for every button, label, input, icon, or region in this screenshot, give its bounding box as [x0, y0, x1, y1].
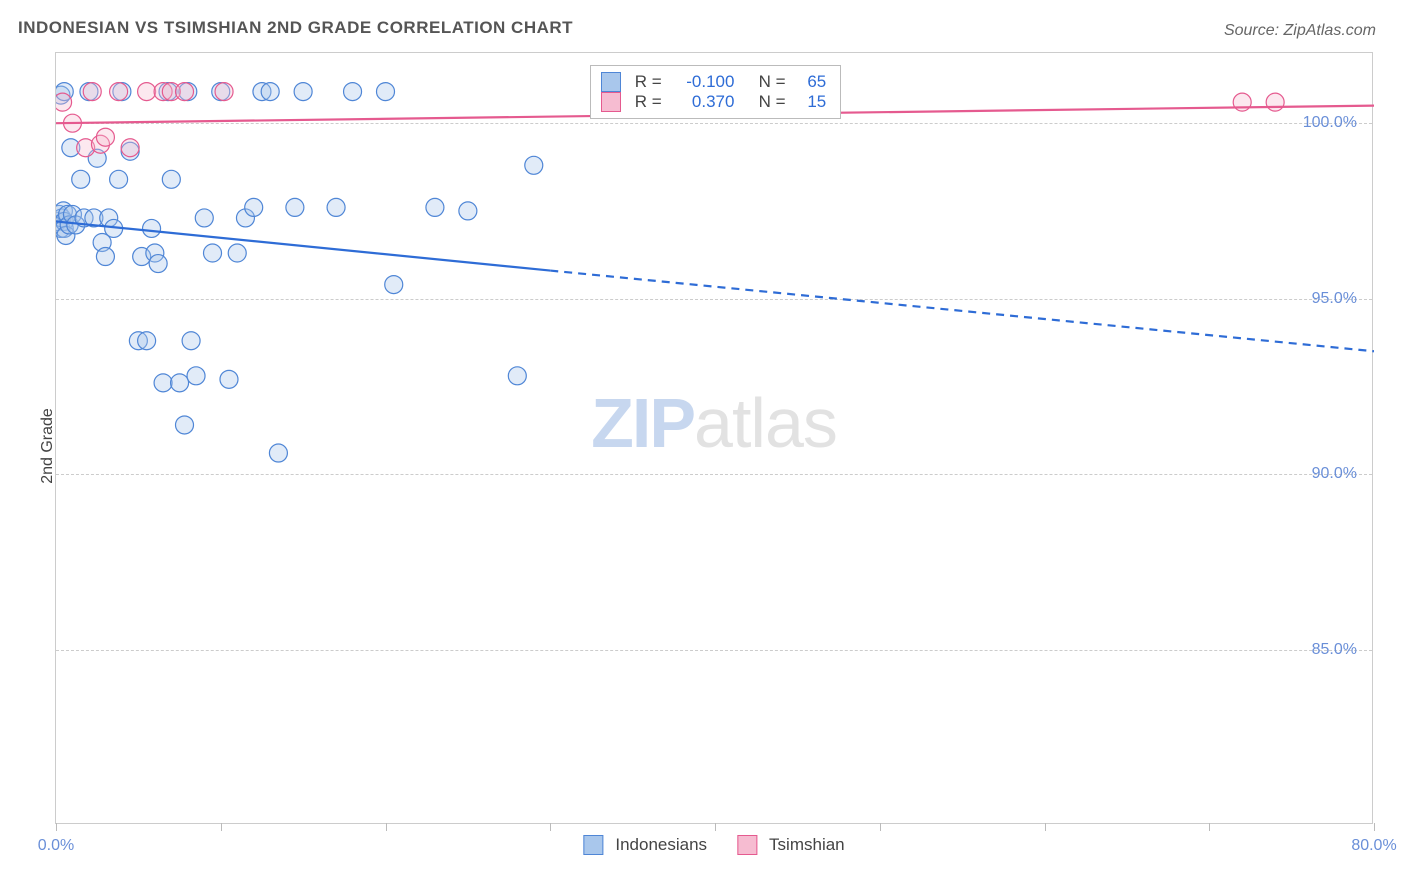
trend-line-solid [56, 221, 550, 270]
stats-legend-box: R = -0.100 N = 65R = 0.370 N = 15 [590, 65, 841, 119]
data-point [83, 83, 101, 101]
bottom-legend: Indonesians Tsimshian [583, 835, 844, 855]
data-point [138, 83, 156, 101]
legend-item: Tsimshian [737, 835, 845, 855]
data-point [182, 332, 200, 350]
data-point [138, 332, 156, 350]
data-point [154, 374, 172, 392]
legend-label: Tsimshian [769, 835, 845, 855]
stats-r-value: 0.370 [676, 92, 734, 112]
data-point [269, 444, 287, 462]
data-point [195, 209, 213, 227]
data-point [121, 139, 139, 157]
data-point [377, 83, 395, 101]
data-point [1266, 93, 1284, 111]
data-point [171, 374, 189, 392]
legend-swatch [737, 835, 757, 855]
source-label: Source: ZipAtlas.com [1224, 22, 1376, 40]
y-tick-label: 85.0% [1312, 641, 1357, 659]
data-point [228, 244, 246, 262]
data-point [459, 202, 477, 220]
x-tick [715, 823, 716, 831]
data-point [162, 170, 180, 188]
data-point [294, 83, 312, 101]
data-point [426, 198, 444, 216]
stats-row: R = 0.370 N = 15 [601, 92, 826, 112]
x-tick [386, 823, 387, 831]
data-point [344, 83, 362, 101]
stats-r-label: R = [635, 72, 667, 92]
chart-svg [56, 53, 1374, 825]
data-point [56, 93, 72, 111]
legend-label: Indonesians [615, 835, 707, 855]
data-point [215, 83, 233, 101]
data-point [110, 170, 128, 188]
plot-area: ZIPatlas R = -0.100 N = 65R = 0.370 N = … [55, 52, 1373, 824]
y-tick-label: 90.0% [1312, 465, 1357, 483]
stats-r-value: -0.100 [676, 72, 734, 92]
data-point [261, 83, 279, 101]
x-tick [550, 823, 551, 831]
data-point [525, 156, 543, 174]
data-point [96, 128, 114, 146]
data-point [187, 367, 205, 385]
data-point [245, 198, 263, 216]
stats-r-label: R = [635, 92, 667, 112]
x-tick [221, 823, 222, 831]
legend-swatch [601, 72, 621, 92]
x-tick [1374, 823, 1375, 831]
data-point [176, 416, 194, 434]
stats-row: R = -0.100 N = 65 [601, 72, 826, 92]
legend-swatch [601, 92, 621, 112]
data-point [508, 367, 526, 385]
legend-item: Indonesians [583, 835, 707, 855]
data-point [72, 170, 90, 188]
stats-n-label: N = [744, 72, 790, 92]
data-point [327, 198, 345, 216]
stats-n-value: 15 [800, 92, 826, 112]
x-tick-label: 80.0% [1351, 837, 1396, 855]
legend-swatch [583, 835, 603, 855]
data-point [220, 370, 238, 388]
data-point [96, 248, 114, 266]
data-point [204, 244, 222, 262]
stats-n-label: N = [744, 92, 790, 112]
x-tick [1209, 823, 1210, 831]
data-point [143, 219, 161, 237]
y-tick-label: 95.0% [1312, 290, 1357, 308]
trend-line-dashed [550, 271, 1374, 352]
stats-n-value: 65 [800, 72, 826, 92]
data-point [385, 276, 403, 294]
y-tick-label: 100.0% [1303, 114, 1357, 132]
x-tick [1045, 823, 1046, 831]
data-point [176, 83, 194, 101]
x-tick-label: 0.0% [38, 837, 74, 855]
x-tick [880, 823, 881, 831]
data-point [286, 198, 304, 216]
chart-title: INDONESIAN VS TSIMSHIAN 2ND GRADE CORREL… [18, 18, 573, 38]
data-point [110, 83, 128, 101]
x-tick [56, 823, 57, 831]
data-point [149, 255, 167, 273]
